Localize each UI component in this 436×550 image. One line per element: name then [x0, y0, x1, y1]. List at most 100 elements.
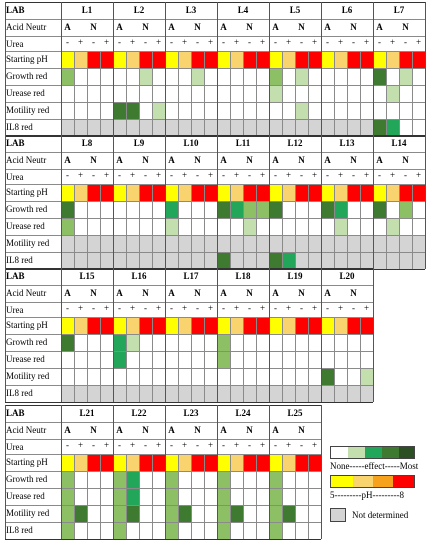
growth-cell: [178, 68, 191, 85]
growth-cell: [152, 68, 165, 85]
motility-cell: [230, 102, 243, 119]
growth-cell: [204, 471, 217, 488]
grid-vline: [269, 405, 270, 539]
urea-minus: -: [66, 440, 69, 450]
urease-cell: [126, 85, 139, 102]
neutral-label: N: [90, 155, 97, 165]
growth-cell: [360, 334, 373, 351]
ph-cell: [230, 184, 243, 201]
il8-cell: [347, 119, 360, 136]
urease-cell: [243, 85, 256, 102]
urease-cell: [321, 351, 334, 368]
il8-cell: [178, 522, 191, 539]
urease-cell: [126, 488, 139, 505]
urea-minus: -: [118, 303, 121, 313]
urease-cell: [165, 488, 178, 505]
grid-vline: [165, 135, 166, 269]
neutral-label: N: [350, 288, 357, 298]
motility-cell: [295, 235, 308, 252]
ph-cell: [373, 184, 386, 201]
urease-cell: [87, 85, 100, 102]
urea-plus: +: [233, 37, 240, 47]
row-label-urea: Urea: [6, 39, 24, 49]
grid-hline: [5, 285, 373, 286]
legend-effect-text: None-----effect-----Most: [330, 461, 419, 471]
growth-cell: [282, 471, 295, 488]
strain-header: L7: [393, 5, 405, 15]
acid-label: A: [64, 155, 71, 165]
il8-cell: [282, 522, 295, 539]
urease-cell: [61, 488, 74, 505]
urea-minus: -: [378, 37, 381, 47]
urease-cell: [204, 351, 217, 368]
urease-cell: [87, 488, 100, 505]
urease-cell: [87, 218, 100, 235]
motility-cell: [74, 102, 87, 119]
ph-cell: [204, 317, 217, 334]
ph-cell: [321, 184, 334, 201]
row-label-motility-red: Motility red: [6, 238, 50, 248]
growth-cell: [282, 334, 295, 351]
ph-cell: [230, 454, 243, 471]
urease-cell: [87, 351, 100, 368]
row-label-starting-ph: Starting pH: [6, 54, 48, 64]
urea-minus: -: [196, 303, 199, 313]
grid-vline: [269, 268, 270, 402]
motility-cell: [256, 368, 269, 385]
growth-cell: [152, 334, 165, 351]
motility-cell: [126, 102, 139, 119]
il8-cell: [139, 385, 152, 402]
motility-cell: [321, 102, 334, 119]
motility-cell: [243, 505, 256, 522]
il8-cell: [126, 119, 139, 136]
motility-cell: [373, 235, 386, 252]
ph-cell: [74, 184, 87, 201]
growth-cell: [61, 471, 74, 488]
grid-hline: [5, 439, 321, 440]
grid-hline: [5, 522, 321, 523]
row-label-growth-red: Growth red: [6, 204, 48, 214]
legend-not-determined-swatch: [330, 508, 346, 522]
motility-cell: [61, 505, 74, 522]
growth-cell: [139, 68, 152, 85]
ph-cell: [113, 184, 126, 201]
urease-cell: [191, 351, 204, 368]
growth-cell: [399, 68, 412, 85]
urea-plus: +: [285, 440, 292, 450]
il8-cell: [126, 385, 139, 402]
strain-header: L17: [183, 271, 199, 281]
growth-cell: [412, 68, 425, 85]
growth-cell: [126, 201, 139, 218]
urea-minus: -: [196, 440, 199, 450]
il8-cell: [243, 522, 256, 539]
ph-cell: [308, 184, 321, 201]
il8-cell: [61, 385, 74, 402]
urea-plus: +: [129, 37, 136, 47]
grid-vline: [425, 135, 426, 269]
urease-cell: [61, 218, 74, 235]
growth-cell: [74, 68, 87, 85]
urease-cell: [217, 351, 230, 368]
urea-minus: -: [352, 37, 355, 47]
urease-cell: [178, 351, 191, 368]
urea-plus: +: [155, 170, 162, 180]
ph-cell: [165, 51, 178, 68]
motility-cell: [295, 368, 308, 385]
urease-cell: [165, 85, 178, 102]
growth-cell: [308, 201, 321, 218]
growth-cell: [87, 201, 100, 218]
growth-cell: [230, 201, 243, 218]
growth-cell: [191, 334, 204, 351]
ph-cell: [165, 184, 178, 201]
urease-cell: [74, 488, 87, 505]
urease-cell: [321, 218, 334, 235]
strain-header: L15: [79, 271, 95, 281]
ph-cell: [256, 51, 269, 68]
neutral-label: N: [142, 155, 149, 165]
urease-cell: [230, 351, 243, 368]
urea-plus: +: [337, 37, 344, 47]
urease-cell: [165, 218, 178, 235]
urease-cell: [321, 85, 334, 102]
ph-cell: [113, 51, 126, 68]
urease-cell: [334, 85, 347, 102]
